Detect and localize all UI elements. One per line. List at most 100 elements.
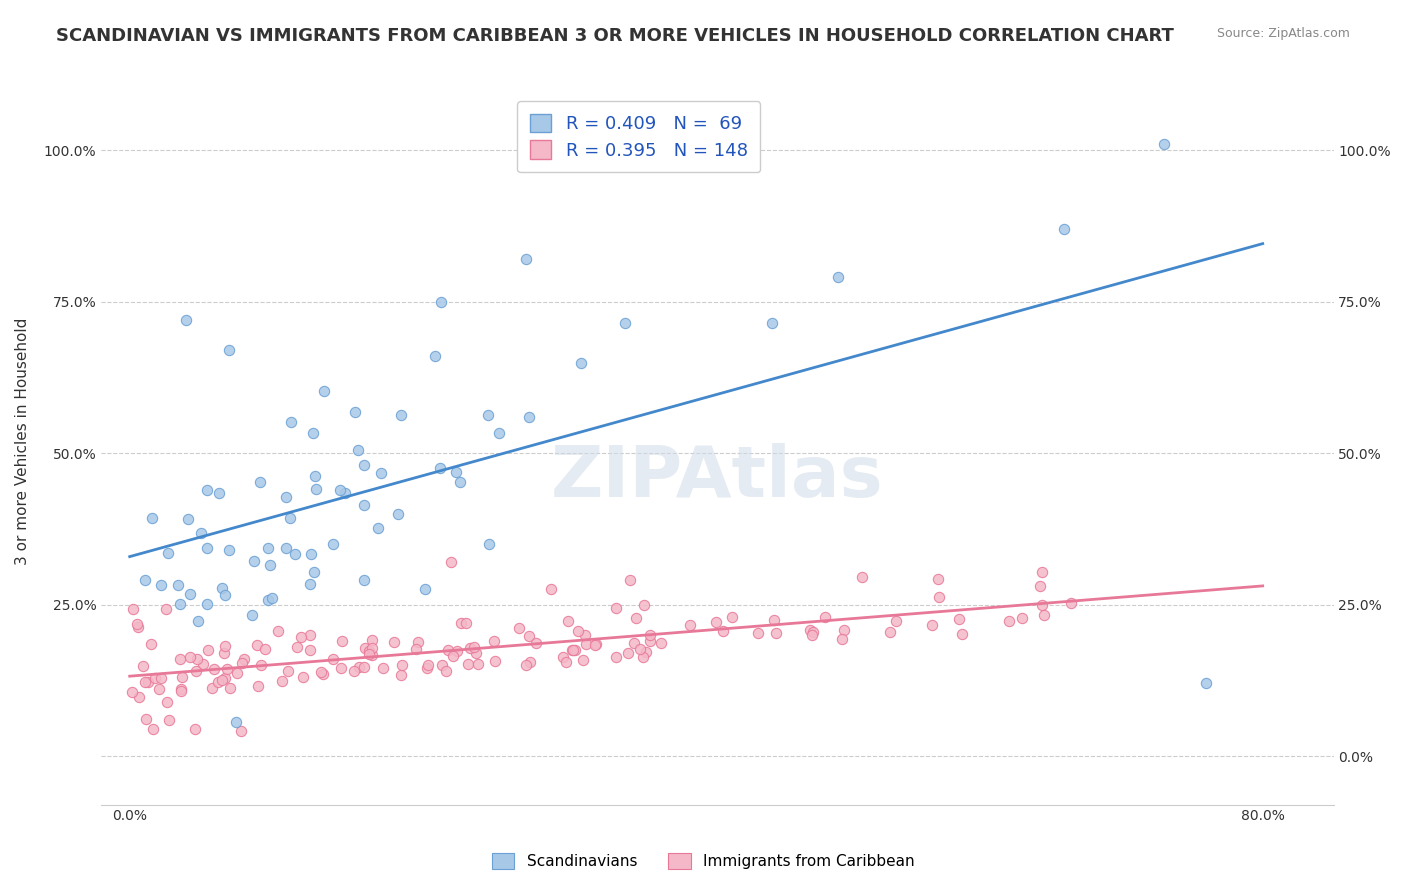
Point — [353, 573, 375, 587]
Point — [211, 673, 233, 687]
Point — [195, 597, 218, 611]
Point — [762, 613, 785, 627]
Point — [304, 565, 326, 579]
Point — [382, 635, 405, 649]
Point — [564, 643, 586, 657]
Point — [141, 511, 163, 525]
Point — [353, 458, 375, 473]
Point — [353, 641, 375, 656]
Point — [250, 657, 273, 672]
Point — [879, 625, 901, 640]
Point — [583, 638, 606, 652]
Point — [357, 644, 380, 658]
Point — [359, 647, 381, 661]
Point — [457, 657, 479, 671]
Point — [389, 408, 412, 422]
Point — [305, 482, 328, 496]
Point — [640, 634, 662, 648]
Point — [851, 570, 873, 584]
Point — [128, 690, 150, 704]
Point — [831, 632, 853, 646]
Point — [449, 475, 471, 489]
Point — [429, 461, 451, 475]
Point — [998, 614, 1021, 628]
Point — [515, 658, 537, 673]
Point — [218, 681, 240, 695]
Point — [278, 511, 301, 525]
Point — [634, 645, 657, 659]
Point — [274, 541, 297, 555]
Point — [284, 547, 307, 561]
Y-axis label: 3 or more Vehicles in Household: 3 or more Vehicles in Household — [15, 318, 30, 565]
Point — [484, 633, 506, 648]
Point — [467, 657, 489, 671]
Point — [179, 587, 201, 601]
Point — [322, 536, 344, 550]
Point — [761, 316, 783, 330]
Point — [747, 626, 769, 640]
Point — [346, 442, 368, 457]
Point — [169, 597, 191, 611]
Point — [389, 667, 412, 681]
Point — [571, 653, 593, 667]
Point — [517, 410, 540, 425]
Point — [139, 637, 162, 651]
Point — [225, 715, 247, 730]
Text: Source: ZipAtlas.com: Source: ZipAtlas.com — [1216, 27, 1350, 40]
Point — [150, 578, 173, 592]
Point — [575, 637, 598, 651]
Point — [418, 657, 440, 672]
Point — [333, 486, 356, 500]
Point — [508, 621, 530, 635]
Point — [121, 685, 143, 699]
Point — [361, 640, 384, 655]
Point — [515, 252, 537, 267]
Point — [298, 642, 321, 657]
Point — [267, 624, 290, 638]
Point — [127, 620, 149, 634]
Point — [242, 554, 264, 568]
Point — [613, 316, 636, 330]
Point — [1031, 565, 1053, 579]
Point — [134, 674, 156, 689]
Point — [373, 661, 395, 675]
Point — [488, 425, 510, 440]
Point — [240, 607, 263, 622]
Point — [650, 636, 672, 650]
Point — [274, 490, 297, 504]
Point — [765, 625, 787, 640]
Point — [567, 624, 589, 639]
Point — [143, 671, 166, 685]
Point — [405, 641, 427, 656]
Point — [214, 639, 236, 653]
Point — [215, 662, 238, 676]
Point — [187, 614, 209, 628]
Point — [177, 512, 200, 526]
Point — [884, 614, 907, 628]
Point — [1060, 596, 1083, 610]
Point — [454, 616, 477, 631]
Text: SCANDINAVIAN VS IMMIGRANTS FROM CARIBBEAN 3 OR MORE VEHICLES IN HOUSEHOLD CORREL: SCANDINAVIAN VS IMMIGRANTS FROM CARIBBEA… — [56, 27, 1174, 45]
Point — [195, 541, 218, 555]
Point — [170, 684, 193, 698]
Point — [201, 681, 224, 695]
Point — [197, 643, 219, 657]
Point — [232, 652, 254, 666]
Point — [190, 525, 212, 540]
Point — [332, 634, 354, 648]
Point — [1033, 608, 1056, 623]
Point — [299, 628, 322, 642]
Point — [623, 636, 645, 650]
Point — [436, 643, 458, 657]
Point — [304, 469, 326, 483]
Point — [191, 657, 214, 671]
Point — [555, 656, 578, 670]
Text: ZIPAtlas: ZIPAtlas — [551, 443, 884, 512]
Point — [619, 574, 641, 588]
Point — [329, 661, 352, 675]
Point — [628, 642, 651, 657]
Point — [430, 294, 453, 309]
Point — [1195, 676, 1218, 690]
Point — [287, 640, 309, 655]
Point — [827, 270, 849, 285]
